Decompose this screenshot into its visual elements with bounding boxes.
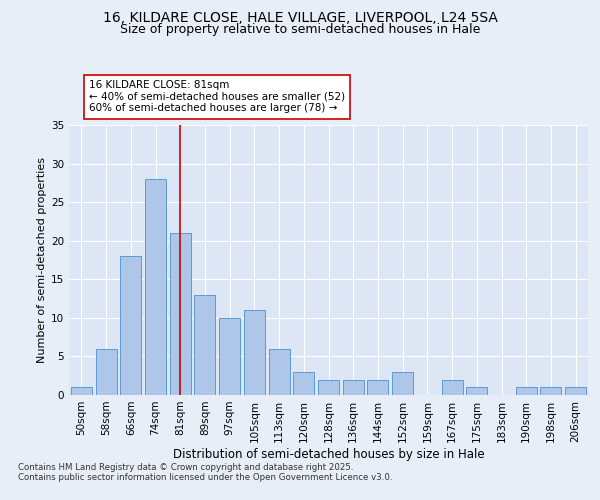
Bar (343, 380, 364, 395)
Bar (170, 233, 191, 395)
Bar (244, 310, 265, 395)
Bar (71, 388, 92, 395)
Text: 16, KILDARE CLOSE, HALE VILLAGE, LIVERPOOL, L24 5SA: 16, KILDARE CLOSE, HALE VILLAGE, LIVERPO… (103, 10, 497, 24)
Bar (145, 179, 166, 395)
Bar (219, 318, 240, 395)
Bar (95, 348, 116, 395)
Y-axis label: Number of semi-detached properties: Number of semi-detached properties (37, 157, 47, 363)
Bar (120, 256, 141, 395)
Bar (565, 388, 586, 395)
Bar (318, 380, 339, 395)
Bar (541, 388, 562, 395)
Bar (367, 380, 388, 395)
Bar (194, 294, 215, 395)
Bar (442, 380, 463, 395)
Text: Size of property relative to semi-detached houses in Hale: Size of property relative to semi-detach… (120, 22, 480, 36)
Text: 16 KILDARE CLOSE: 81sqm
← 40% of semi-detached houses are smaller (52)
60% of se: 16 KILDARE CLOSE: 81sqm ← 40% of semi-de… (89, 80, 345, 114)
Bar (466, 388, 487, 395)
Bar (293, 372, 314, 395)
Bar (516, 388, 537, 395)
Text: Contains HM Land Registry data © Crown copyright and database right 2025.
Contai: Contains HM Land Registry data © Crown c… (18, 462, 392, 482)
Bar (269, 348, 290, 395)
Bar (392, 372, 413, 395)
X-axis label: Distribution of semi-detached houses by size in Hale: Distribution of semi-detached houses by … (173, 448, 484, 460)
